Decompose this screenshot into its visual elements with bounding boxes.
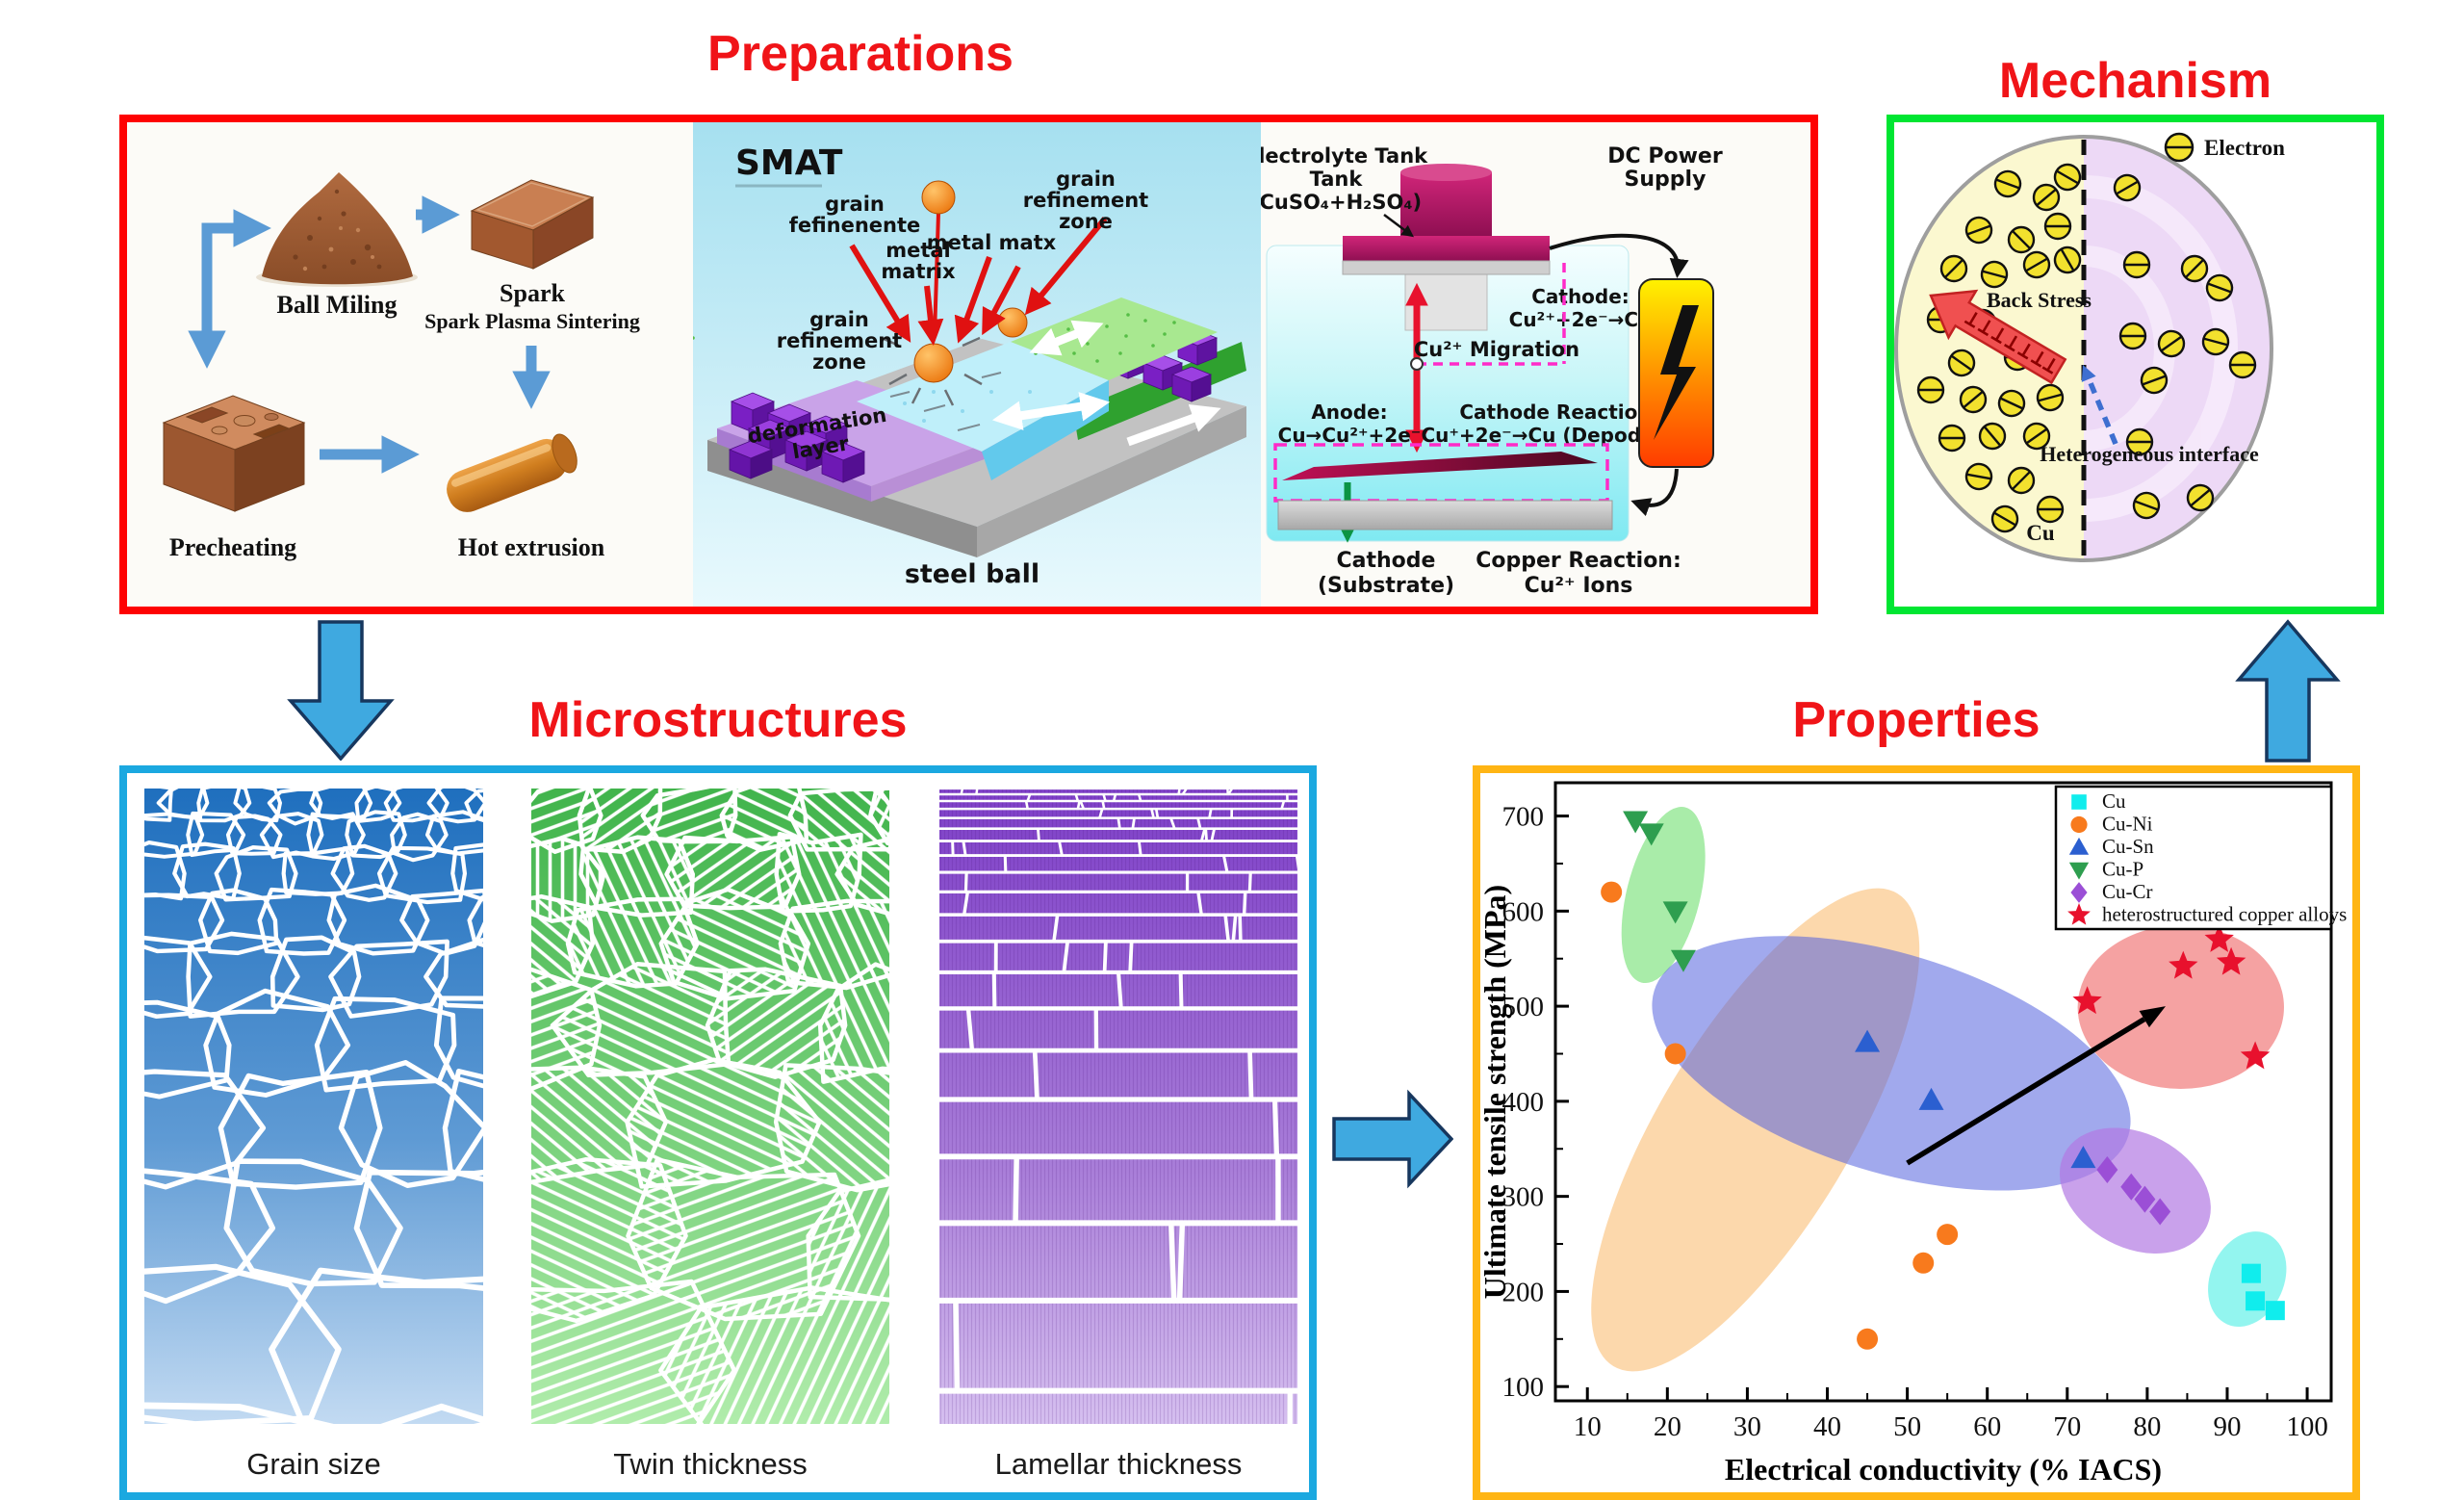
metal-matrix-label-2: matrix [881, 260, 956, 283]
dc-power-supply [1639, 279, 1713, 467]
legend-label-heterostructured copper alloys: heterostructured copper alloys [2102, 903, 2347, 926]
grain-zone-right-label-2: refinement [1023, 189, 1148, 212]
spark-label: Spark [500, 279, 565, 307]
copper-reaction-label-2: Cu²⁺ Ions [1525, 574, 1633, 598]
lamellar-thickness-label: Lamellar thickness [939, 1447, 1297, 1482]
ball-milling-label: Ball Miling [277, 291, 398, 319]
electrodeposition-panel: Electrolyte Tank Tank (CuSO₄+H₂SO₄) DC P… [1261, 122, 1810, 607]
mechanism-title: Mechanism [1886, 52, 2384, 110]
svg-text:90: 90 [2213, 1411, 2241, 1442]
x-axis-title: Electrical conductivity (% IACS) [1725, 1452, 2162, 1487]
tank-label-1: Electrolyte Tank [1261, 144, 1428, 168]
precheating-block [164, 396, 304, 511]
grain-refinemente-label-1: grain [825, 193, 885, 216]
smat-title: SMAT [735, 143, 843, 183]
spark-sub-label: Spark Plasma Sintering [424, 309, 640, 333]
steel-ball-label: steel ball [905, 559, 1040, 589]
cathode-substrate-label-2: (Substrate) [1318, 574, 1454, 598]
preparations-title: Preparations [119, 25, 1602, 83]
electron-icon [2124, 252, 2149, 277]
legend-label-Cu: Cu [2102, 789, 2126, 813]
grain-size-label: Grain size [144, 1447, 483, 1482]
svg-text:30: 30 [1733, 1411, 1761, 1442]
preparations-panel: Ball Miling Spark Spark Plasma Sintering… [119, 115, 1818, 614]
interface-label: Heterogeneous interface [2040, 442, 2259, 466]
grain-zone-right-label-3: zone [1059, 210, 1113, 233]
copper-reaction-label-1: Copper Reaction: [1476, 549, 1681, 573]
cathode-substrate-plate [1278, 501, 1612, 530]
tank-label-3: (CuSO₄+H₂SO₄) [1261, 191, 1422, 214]
svg-text:70: 70 [2053, 1411, 2081, 1442]
hot-extrusion-label: Hot extrusion [458, 533, 605, 561]
lamellar-thickness-panel [939, 789, 1297, 1424]
electron-label: Electron [2204, 136, 2285, 160]
dc-power-label-2: Supply [1625, 168, 1707, 192]
legend-label-Cu-Ni: Cu-Ni [2102, 813, 2153, 836]
legend-label-Cu-P: Cu-P [2102, 858, 2143, 881]
grain-zone-left-label-3: zone [812, 350, 866, 374]
migration-label: Cu²⁺ Migration [1414, 338, 1579, 361]
arrow-down-icon [285, 620, 397, 761]
mechanism-diagram: Back Stress Heterogeneous interface Cu E… [1894, 122, 2376, 607]
tank-label-2: Tank [1310, 168, 1364, 191]
electron-icon [1939, 426, 1964, 451]
hot-extrusion-rod [441, 430, 581, 518]
powder-flow-diagram: Ball Miling Spark Spark Plasma Sintering… [127, 122, 693, 607]
electron-icon [2045, 214, 2070, 239]
arrow-right-icon [1332, 1086, 1453, 1192]
y-axis-title: Ultimate tensile strength (MPa) [1480, 885, 1512, 1299]
cathode-reaction-label-1: Cathode Reaction: [1459, 401, 1658, 424]
grain-zone-left-label-2: refinement [777, 329, 902, 352]
grain-zone-right-label-1: grain [1056, 168, 1116, 191]
properties-title: Properties [1473, 691, 2360, 749]
ball-milling-powder [256, 172, 418, 287]
steel-ball-right [998, 308, 1027, 337]
electron-icon [2120, 323, 2145, 349]
svg-text:40: 40 [1813, 1411, 1841, 1442]
arrow-up-icon [2235, 618, 2341, 764]
grain-zone-left-label-1: grain [809, 308, 869, 331]
flow-elbow-arrow-icon [207, 228, 260, 357]
svg-text:10: 10 [1574, 1411, 1602, 1442]
svg-text:100: 100 [1502, 1372, 1545, 1403]
twin-thickness-label: Twin thickness [531, 1447, 889, 1482]
electron-icon [2230, 352, 2255, 377]
cathode-eq-label-1: Cathode: [1531, 285, 1630, 308]
twin-thickness-panel [531, 789, 889, 1424]
smat-panel: SMAT [693, 122, 1261, 607]
svg-text:100: 100 [2286, 1411, 2328, 1442]
svg-text:60: 60 [1973, 1411, 2001, 1442]
mechanism-panel: Back Stress Heterogeneous interface Cu E… [1886, 115, 2384, 614]
back-stress-label: Back Stress [1987, 288, 2092, 312]
electron-legend: Electron [2166, 134, 2285, 161]
electron-icon [2038, 497, 2063, 522]
metal-matx-label: metal matx [927, 231, 1057, 254]
svg-text:20: 20 [1654, 1411, 1681, 1442]
grain-size-panel [144, 789, 483, 1424]
cathode-eq-label-2: Cu²⁺+2e⁻→Cu [1509, 308, 1653, 331]
legend-label-Cu-Cr: Cu-Cr [2102, 880, 2153, 903]
electron-icon [1918, 377, 1943, 402]
anode-label-1: Anode: [1311, 401, 1387, 424]
svg-text:700: 700 [1502, 802, 1545, 833]
svg-text:50: 50 [1893, 1411, 1921, 1442]
grain-refinemente-label-2: fefinenente [789, 214, 921, 237]
cu-label: Cu [2026, 521, 2055, 545]
svg-text:80: 80 [2133, 1411, 2161, 1442]
legend-label-Cu-Sn: Cu-Sn [2102, 835, 2154, 858]
cathode-substrate-label-1: Cathode [1337, 549, 1436, 573]
spark-block [472, 180, 593, 269]
dc-power-label-1: DC Power [1607, 144, 1723, 168]
wire-bottom [1636, 469, 1677, 505]
microstructures-panel: Grain size Twin thickness Lamellar thick… [119, 765, 1317, 1500]
precheating-label: Precheating [169, 533, 296, 561]
